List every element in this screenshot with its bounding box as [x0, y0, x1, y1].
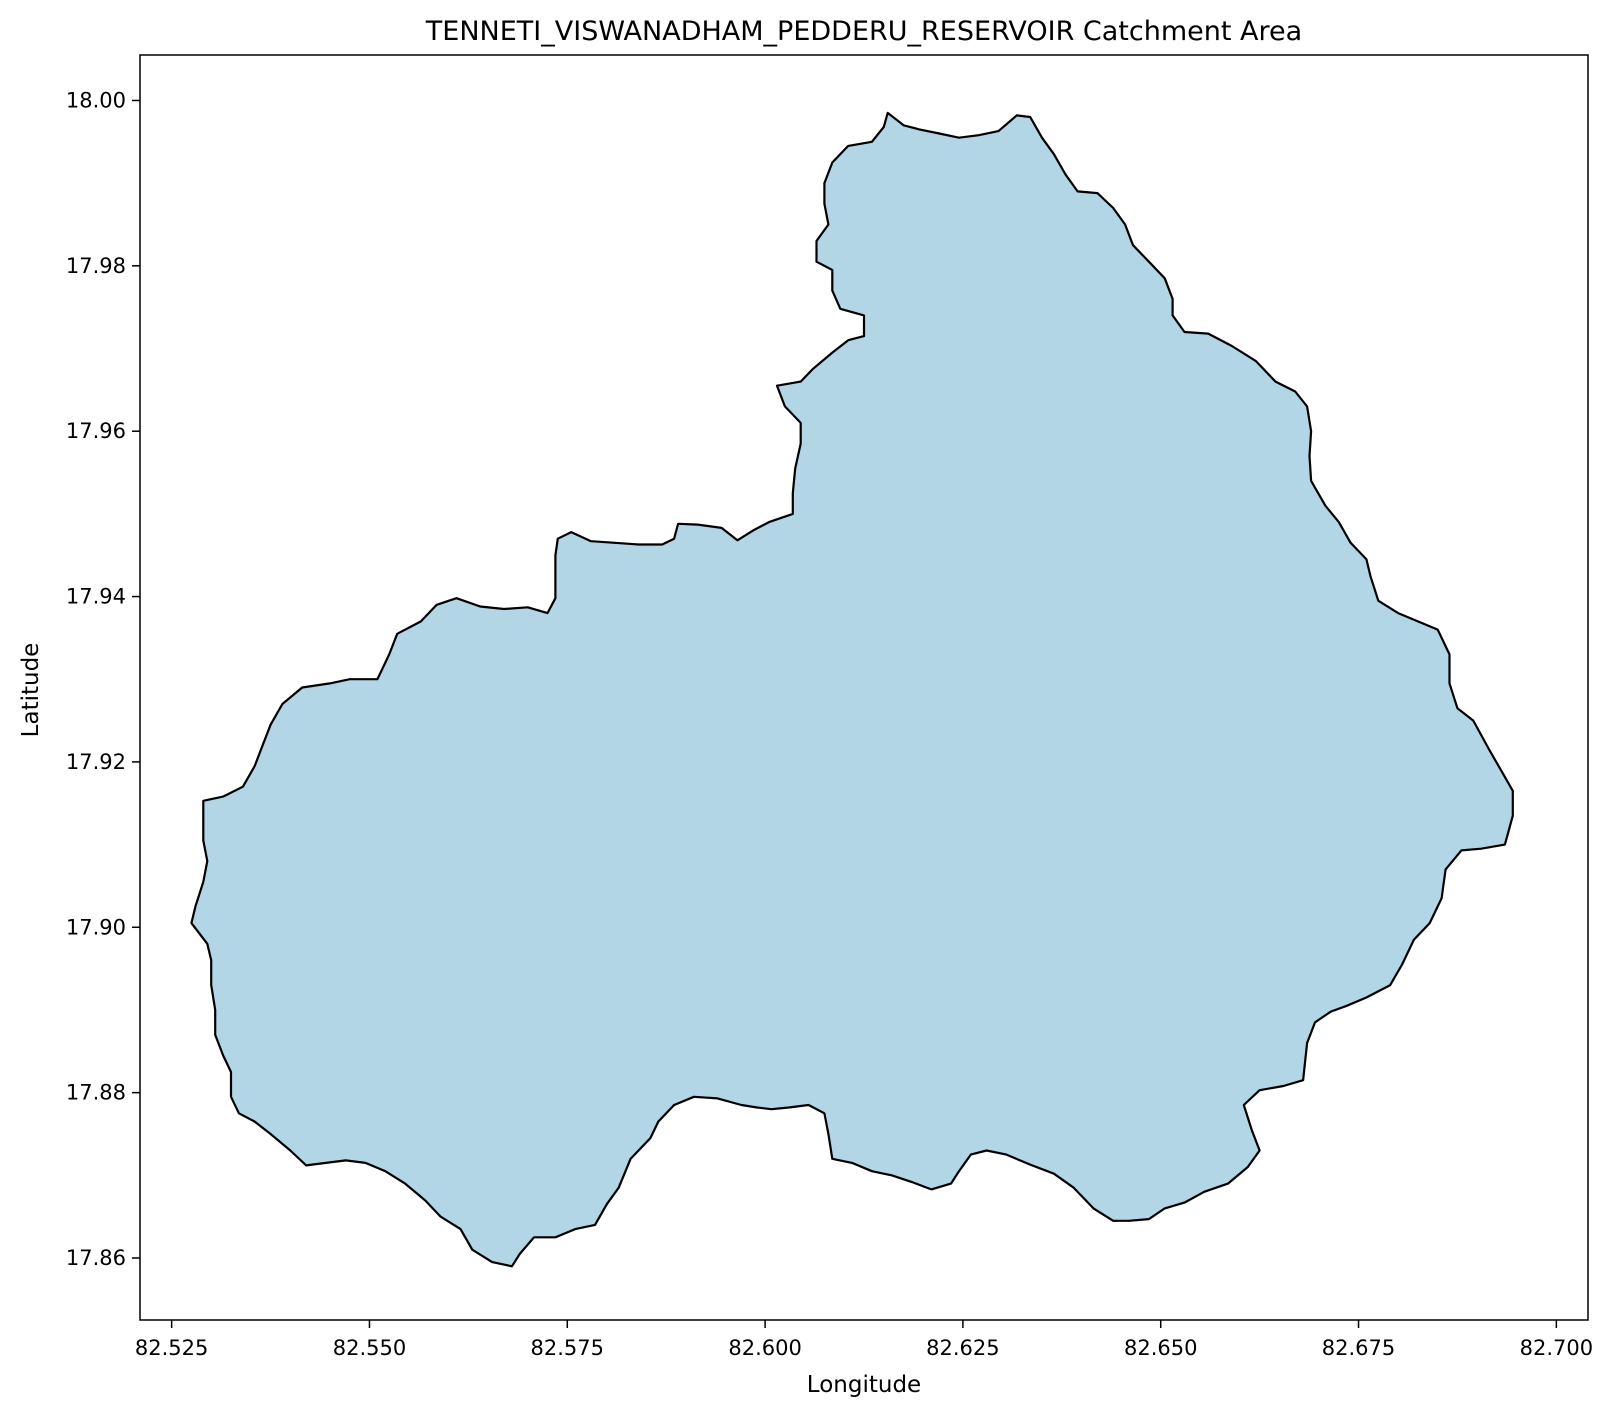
- y-tick-label: 17.98: [66, 254, 126, 278]
- y-tick-label: 17.90: [66, 915, 126, 939]
- x-tick-label: 82.650: [1124, 1336, 1197, 1360]
- y-tick-label: 17.92: [66, 750, 126, 774]
- y-axis-label: Latitude: [18, 643, 44, 738]
- y-tick-label: 17.94: [66, 585, 126, 609]
- map-title: TENNETI_VISWANADHAM_PEDDERU_RESERVOIR Ca…: [425, 16, 1302, 47]
- x-tick-label: 82.675: [1322, 1336, 1395, 1360]
- y-axis: 17.86 17.88 17.90 17.92 17.94 17.96 17.98 18.00: [66, 88, 140, 1270]
- x-axis: 82.525 82.550 82.575 82.600 82.625 82.650 82.6…: [135, 1320, 1593, 1360]
- x-tick-label: 82.525: [135, 1336, 208, 1360]
- x-tick-label: 82.625: [926, 1336, 999, 1360]
- y-tick-label: 17.86: [66, 1246, 126, 1270]
- y-tick-label: 17.88: [66, 1081, 126, 1105]
- x-tick-label: 82.550: [333, 1336, 406, 1360]
- catchment-area-polygon: [190, 111, 1514, 1268]
- x-tick-label: 82.575: [531, 1336, 604, 1360]
- x-tick-label: 82.700: [1520, 1336, 1593, 1360]
- x-tick-label: 82.600: [728, 1336, 801, 1360]
- y-tick-label: 17.96: [66, 419, 126, 443]
- catchment-layer: [190, 111, 1514, 1268]
- x-axis-label: Longitude: [807, 1372, 921, 1398]
- y-tick-label: 18.00: [66, 88, 126, 112]
